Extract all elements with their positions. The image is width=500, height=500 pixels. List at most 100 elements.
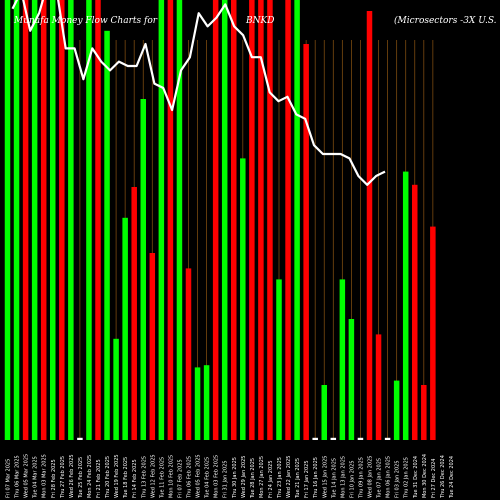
bar <box>412 184 418 440</box>
bar <box>95 0 101 440</box>
bar <box>158 0 165 440</box>
bar <box>430 226 436 440</box>
x-tick-label: Mon 03 Feb 2025 <box>214 455 220 498</box>
bar <box>384 437 391 440</box>
x-tick-label: Tue 25 Feb 2025 <box>78 457 84 499</box>
x-tick-label: Wed 15 Jan 2025 <box>322 456 328 498</box>
bar <box>40 0 47 440</box>
x-tick-label: Wed 12 Feb 2025 <box>150 454 156 498</box>
bar <box>4 0 11 440</box>
bar <box>167 0 174 440</box>
chart-title-left: Munafa Money Flow Charts for <box>13 16 158 26</box>
bar-series <box>4 0 436 441</box>
bar <box>231 0 237 440</box>
bar <box>113 338 119 440</box>
x-tick-label: Mon 30 Dec 2024 <box>422 454 428 498</box>
x-tick-label: Mon 03 Mar 2025 <box>42 454 48 498</box>
bar <box>393 380 400 440</box>
bar <box>366 11 373 440</box>
bar <box>357 437 364 440</box>
bar <box>267 0 273 440</box>
x-tick-label: Tue 18 Feb 2025 <box>123 457 129 499</box>
bar <box>258 0 264 440</box>
bar <box>122 217 128 440</box>
x-tick-label: Fri 10 Jan 2025 <box>349 460 355 498</box>
bar <box>22 0 29 440</box>
bar <box>203 365 210 440</box>
bar <box>13 0 20 440</box>
x-tick-label: Tue 21 Jan 2025 <box>295 458 301 499</box>
bar <box>86 0 92 440</box>
x-tick-label: Wed 29 Jan 2025 <box>241 456 247 498</box>
x-tick-label: Thu 16 Jan 2025 <box>313 457 319 499</box>
x-tick-label: Fri 07 Feb 2025 <box>177 459 183 498</box>
bar <box>104 30 110 441</box>
bar <box>240 158 246 440</box>
x-tick-label: Mon 13 Jan 2025 <box>340 456 346 498</box>
x-tick-label: Tue 28 Jan 2025 <box>250 458 256 499</box>
x-tick-label: Wed 05 Feb 2025 <box>196 454 202 498</box>
x-tick-label: Fri 24 Jan 2025 <box>268 460 274 498</box>
x-tick-label: Thu 30 Jan 2025 <box>232 457 238 499</box>
x-tick-label: Fri 28 Feb 2025 <box>51 459 57 498</box>
x-tick-label: Thu 13 Feb 2025 <box>141 456 147 499</box>
x-tick-label: Fri 21 Feb 2025 <box>96 459 102 498</box>
bar <box>77 437 83 440</box>
x-tick-label: Tue 14 Jan 2025 <box>331 458 337 499</box>
bar <box>140 99 146 440</box>
x-axis-tick-labels: Fri 07 Mar 2025 Thu 06 Mar 2025 Wed 05 Mar… <box>6 454 455 499</box>
x-tick-label: Thu 23 Jan 2025 <box>277 457 283 499</box>
x-tick-label: Mon 24 Feb 2025 <box>87 455 93 498</box>
bar <box>194 367 201 440</box>
bar <box>312 437 318 440</box>
x-tick-label: Fri 27 Dec 2024 <box>431 459 437 499</box>
bar <box>149 253 156 440</box>
x-tick-label: Tue 07 Jan 2025 <box>377 458 383 499</box>
bar <box>276 279 282 440</box>
x-tick-label: Fri 31 Jan 2025 <box>223 460 229 498</box>
x-tick-label: Thu 26 Dec 2024 <box>440 455 446 499</box>
chart-title-right: (Microsectors -3X U.S. <box>394 15 497 26</box>
x-tick-label: Thu 27 Feb 2025 <box>60 456 66 499</box>
bar <box>31 0 38 440</box>
x-tick-label: Thu 06 Feb 2025 <box>187 456 193 499</box>
bar <box>348 319 355 440</box>
bar <box>176 0 183 440</box>
x-tick-label: Fri 17 Jan 2025 <box>304 460 310 498</box>
bar <box>212 0 219 440</box>
x-tick-label: Wed 22 Jan 2025 <box>286 456 292 498</box>
x-tick-label: Mon 27 Jan 2025 <box>259 456 265 498</box>
bar <box>285 0 291 440</box>
x-tick-label: Wed 05 Mar 2025 <box>24 454 30 498</box>
x-tick-label: Wed 08 Jan 2025 <box>368 456 374 498</box>
bar <box>321 385 327 440</box>
x-tick-label: Fri 03 Jan 2025 <box>395 460 401 498</box>
x-tick-label: Tue 24 Dec 2024 <box>449 456 455 499</box>
chart-title-symbol: BNKD <box>245 16 274 26</box>
bar <box>402 171 409 440</box>
bar <box>294 0 300 440</box>
x-tick-label: Wed 19 Feb 2025 <box>114 454 120 498</box>
bar <box>131 187 137 440</box>
x-tick-label: Tue 31 Dec 2024 <box>413 456 419 499</box>
bar <box>185 268 192 440</box>
x-tick-label: Thu 02 Jan 2025 <box>404 457 410 499</box>
bar <box>421 385 427 440</box>
x-tick-label: Fri 14 Feb 2025 <box>132 459 138 498</box>
x-tick-label: Thu 20 Feb 2025 <box>105 456 111 499</box>
bar <box>375 334 382 440</box>
x-tick-label: Tue 04 Mar 2025 <box>33 456 39 499</box>
bar <box>221 0 228 440</box>
x-tick-label: Thu 06 Mar 2025 <box>15 455 21 499</box>
x-tick-label: Wed 26 Feb 2025 <box>69 454 75 498</box>
bar <box>249 0 255 440</box>
bar <box>50 0 56 440</box>
x-tick-label: Mon 10 Feb 2025 <box>168 455 174 498</box>
bar <box>339 279 346 440</box>
bar <box>68 0 74 440</box>
x-tick-label: Mon 06 Jan 2025 <box>386 456 392 498</box>
x-tick-label: Tue 04 Feb 2025 <box>205 457 211 499</box>
x-tick-label: Tue 11 Feb 2025 <box>159 457 165 499</box>
x-tick-label: Thu 09 Jan 2025 <box>358 457 364 499</box>
